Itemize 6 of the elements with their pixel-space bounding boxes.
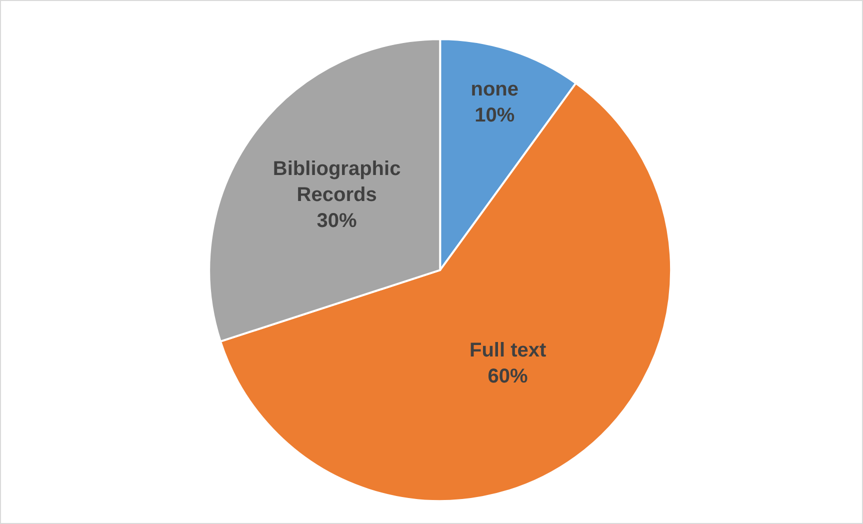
slice-label: none (470, 78, 519, 100)
data-label: 30% (316, 210, 358, 232)
data-label: 10% (474, 104, 515, 126)
slice-label: Full text (469, 340, 546, 362)
slice-label: Bibliographic Records (272, 158, 401, 206)
data-label: 60% (488, 366, 528, 388)
